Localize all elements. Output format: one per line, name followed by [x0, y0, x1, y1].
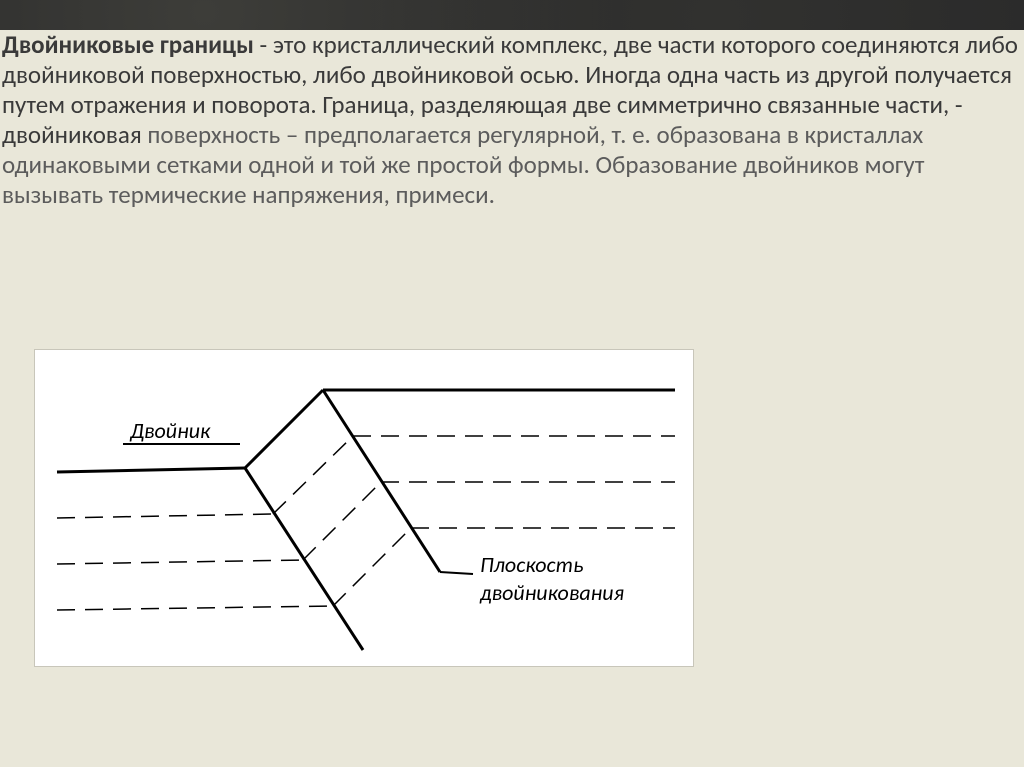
- term-bold: Двойниковые границы: [2, 29, 254, 60]
- paragraph-block: Двойниковые границы - это кристаллически…: [2, 30, 1024, 210]
- twin-diagram-svg: Двойник Плоскостьдвойникования: [35, 350, 693, 666]
- svg-text:Плоскость: Плоскость: [480, 551, 583, 578]
- svg-text:двойникования: двойникования: [479, 579, 624, 606]
- slide-top-bar: [0, 0, 1024, 30]
- svg-text:Двойник: Двойник: [129, 417, 211, 444]
- twin-diagram: Двойник Плоскостьдвойникования: [34, 349, 694, 667]
